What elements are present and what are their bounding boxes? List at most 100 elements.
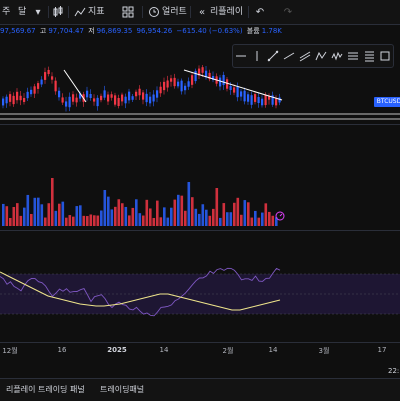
replay-rewind-icon[interactable]: « <box>198 6 206 18</box>
candle <box>128 91 131 101</box>
volume-bar <box>30 213 33 226</box>
tab-replay-trading-panel[interactable]: 리플레이 트레이딩 패널 <box>6 385 85 394</box>
volume-bar <box>180 195 184 226</box>
volume-bar <box>79 205 82 226</box>
volume-bar <box>233 202 236 226</box>
time-tick: 2025 <box>107 346 127 354</box>
bottom-panel: 리플레이 트레이딩 패널 트레이딩패널 <box>0 378 400 401</box>
alert-clock-icon[interactable] <box>146 4 162 20</box>
pitchfork-icon[interactable] <box>315 50 327 62</box>
pane-divider[interactable] <box>0 230 400 231</box>
candle <box>275 98 278 106</box>
candle <box>58 90 61 98</box>
path-icon[interactable] <box>331 50 343 62</box>
candle <box>271 95 274 105</box>
candle <box>250 95 253 105</box>
volume-bar <box>229 212 233 226</box>
volume-bar <box>170 207 173 226</box>
chevron-down-icon[interactable]: ▾ <box>35 6 41 18</box>
volume-bar <box>26 194 30 226</box>
candle <box>86 90 89 98</box>
volume-bar <box>173 199 177 226</box>
candle <box>23 98 26 102</box>
time-axis[interactable]: 12월 16 2025 14 2월 14 3월 17 <box>0 344 400 358</box>
volume-bar <box>166 217 170 226</box>
volume-bar <box>243 200 247 226</box>
vertical-line-icon[interactable] <box>251 50 263 62</box>
volume-bar <box>177 194 180 226</box>
volume-pane[interactable] <box>0 126 400 230</box>
interval-month[interactable]: 달 <box>18 7 27 17</box>
volume-bar <box>156 200 159 226</box>
top-toolbar: 주 달 ▾ 지표 얼러트 « 리플레이 ↶ ↷ <box>0 0 400 25</box>
volume-bar <box>54 210 58 226</box>
timer-icon[interactable] <box>275 211 285 221</box>
volume-bar <box>2 203 5 226</box>
candle <box>54 80 57 92</box>
pane-divider <box>0 342 400 343</box>
templates-icon[interactable] <box>120 4 136 20</box>
volume-bar <box>110 209 114 226</box>
trendline-2[interactable] <box>183 69 283 101</box>
candle <box>135 91 138 97</box>
volume-bar <box>82 215 86 226</box>
candle <box>205 70 208 78</box>
volume-bar <box>250 217 254 226</box>
channel-icon[interactable] <box>299 50 311 62</box>
candle <box>33 86 36 94</box>
volume-bar <box>12 206 16 226</box>
fib-extension-icon[interactable] <box>363 50 375 62</box>
candle <box>89 93 92 99</box>
candle <box>100 95 103 101</box>
candle <box>12 95 15 105</box>
rectangle-icon[interactable] <box>379 50 391 62</box>
replay-button[interactable]: 리플레이 <box>210 7 244 17</box>
horizontal-line-icon[interactable] <box>235 50 247 62</box>
indicators-button[interactable]: 지표 <box>88 7 105 17</box>
candle <box>138 88 141 96</box>
volume-bar <box>68 215 72 226</box>
volume-bar <box>201 204 205 226</box>
candle <box>236 86 239 98</box>
rsi-line <box>0 267 281 317</box>
volume-bar <box>142 215 145 226</box>
volume-bar <box>9 217 12 226</box>
candle <box>163 81 166 91</box>
candle-style-icon[interactable] <box>50 4 66 20</box>
volume-bar <box>100 210 103 226</box>
volume-bar <box>58 203 61 226</box>
trendline-1[interactable] <box>63 69 87 103</box>
volume-bar <box>135 199 138 226</box>
pane-divider[interactable] <box>0 124 400 125</box>
volume-bar <box>117 199 121 226</box>
volume-bar <box>205 209 208 226</box>
ohlc-volume-label: 볼륨 <box>246 27 260 35</box>
symbol-price-tag: BTCUSD <box>374 97 400 107</box>
candle <box>264 94 267 106</box>
volume-bar <box>51 178 54 226</box>
volume-bar <box>86 216 89 226</box>
candle <box>51 76 54 80</box>
candle <box>68 96 71 108</box>
redo-icon[interactable]: ↷ <box>283 6 293 18</box>
drawing-toolbar <box>232 44 394 68</box>
interval-week[interactable]: 주 <box>2 7 11 17</box>
price-pane[interactable] <box>0 40 400 124</box>
alert-button[interactable]: 얼러트 <box>162 7 187 17</box>
rsi-pane[interactable] <box>0 232 400 340</box>
candle <box>201 67 204 73</box>
candle <box>233 87 236 93</box>
volume-bar <box>247 202 250 226</box>
indicators-icon[interactable] <box>72 4 88 20</box>
candle <box>278 97 281 103</box>
clock-display[interactable]: 22: <box>388 367 400 375</box>
ray-icon[interactable] <box>283 50 295 62</box>
candle <box>30 89 33 95</box>
candle <box>124 96 127 104</box>
timer-hand <box>279 213 283 217</box>
undo-icon[interactable]: ↶ <box>255 6 265 18</box>
ohlc-low-label: 저 <box>88 27 95 35</box>
fib-retracement-icon[interactable] <box>347 50 359 62</box>
tab-trading-panel[interactable]: 트레이딩패널 <box>100 385 145 394</box>
trend-line-icon[interactable] <box>267 50 279 62</box>
